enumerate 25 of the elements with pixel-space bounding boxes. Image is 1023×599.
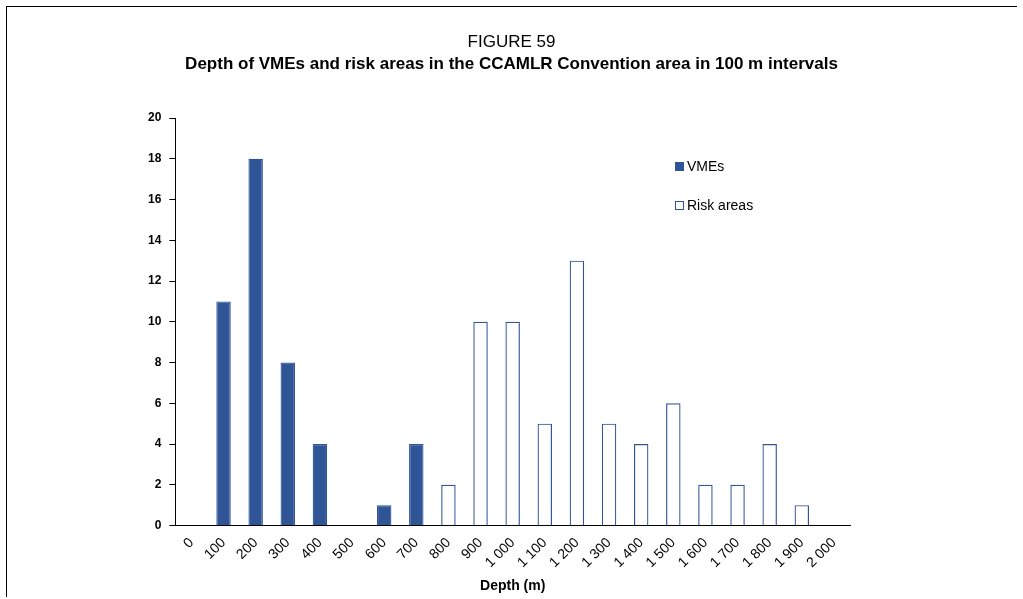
legend-label: VMEs [687,158,725,174]
x-tick-label: 0 [179,533,197,551]
y-tick-label: 14 [147,232,162,247]
y-tick-label: 10 [147,314,162,329]
y-tick-label: 6 [154,395,162,410]
x-tick-label: 700 [393,533,422,562]
x-tick-label: 300 [264,533,293,562]
y-tick-label: 18 [147,151,162,166]
x-tick-label: 200 [232,533,261,562]
y-tick-label: 16 [147,191,162,206]
y-tick-label: 12 [147,273,162,288]
chart-title: FIGURE 59 [466,32,557,52]
x-axis-title: Depth (m) [480,577,546,594]
y-tick-label: 0 [154,517,162,532]
y-tick-label: 8 [154,354,162,369]
y-tick-label: 4 [154,436,162,451]
legend-label: Risk areas [687,197,754,213]
y-tick-label: 20 [147,110,162,125]
x-tick-label: 100 [200,533,229,562]
x-tick-label: 800 [425,533,454,562]
y-tick-label: 2 [154,477,162,492]
chart-subtitle: Depth of VMEs and risk areas in the CCAMLR Convention area in 100 m intervals [184,54,839,74]
x-tick-label: 400 [296,533,325,562]
x-tick-label: 600 [361,533,390,562]
x-tick-label: 500 [329,533,358,562]
